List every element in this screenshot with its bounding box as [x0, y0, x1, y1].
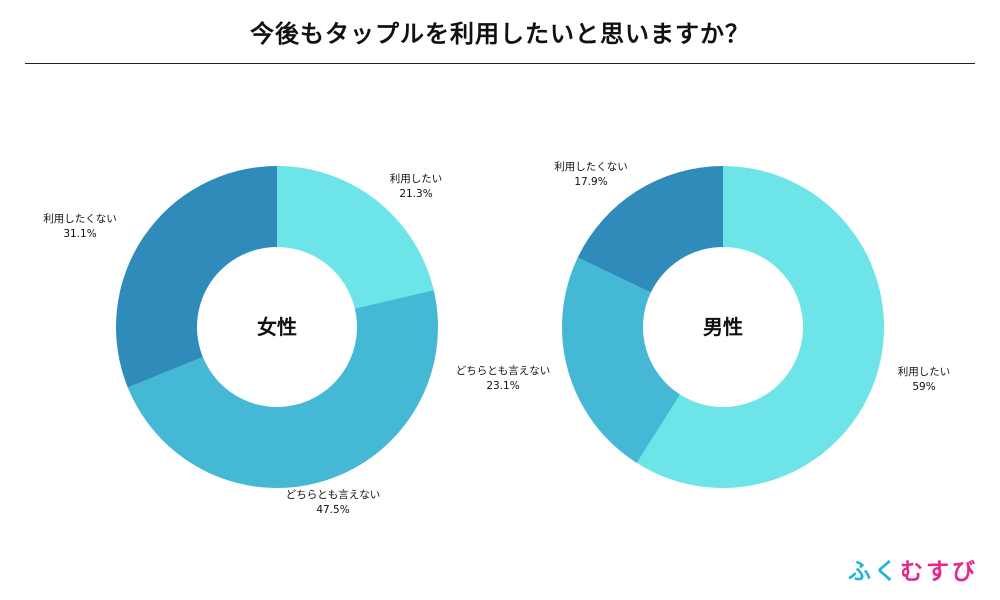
donut-chart-male: 利用したい 59% どちらとも言えない 23.1% 利用したくない 17.9% 男性	[456, 161, 951, 488]
slice-value-label: 31.1%	[63, 228, 96, 240]
donut-center-label: 男性	[703, 315, 743, 339]
slice-category-label: 利用したい	[898, 366, 951, 378]
donut-slice	[277, 166, 434, 309]
slice-value-label: 59%	[912, 381, 935, 393]
slice-category-label: どちらとも言えない	[286, 488, 381, 501]
donut-slice	[127, 290, 438, 488]
donut-slice	[561, 257, 681, 463]
donut-center-label: 女性	[257, 315, 297, 339]
donut-slice	[636, 166, 884, 488]
page-title: 今後もタップルを利用したいと思いますか？	[250, 20, 750, 48]
title-divider	[25, 63, 975, 64]
slice-category-label: 利用したくない	[43, 213, 117, 225]
slice-value-label: 21.3%	[399, 188, 432, 200]
donut-slice	[577, 166, 723, 293]
slice-value-label: 47.5%	[316, 504, 349, 516]
fukumusubi-logo: ふくむすび	[848, 552, 978, 588]
logo-char: む	[900, 559, 926, 585]
donut-chart-female: 利用したい 21.3% どちらとも言えない 47.5% 利用したくない 31.1% 女性	[43, 166, 442, 516]
slice-category-label: 利用したくない	[554, 161, 628, 173]
slice-value-label: 23.1%	[486, 380, 519, 392]
slice-category-label: どちらとも言えない	[456, 364, 551, 377]
logo-char: び	[952, 559, 978, 585]
logo-char: く	[874, 559, 900, 585]
slice-category-label: 利用したい	[390, 173, 443, 185]
slice-value-label: 17.9%	[574, 176, 607, 188]
logo-char: ふ	[848, 559, 874, 585]
logo-char: す	[926, 559, 952, 585]
donut-slice	[115, 166, 277, 388]
